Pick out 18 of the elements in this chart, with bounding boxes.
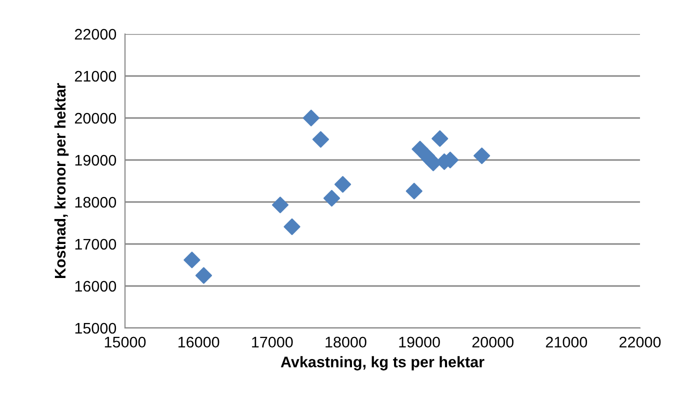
y-axis-title: Kostnad, kronor per hektar (54, 83, 69, 278)
y-tick-label: 15000 (75, 322, 116, 334)
x-tick-label: 19000 (399, 336, 440, 348)
x-tick-label: 15000 (104, 336, 146, 348)
y-tick-label: 20000 (74, 112, 116, 124)
y-tick-label: 21000 (74, 70, 116, 82)
x-tick-label: 18000 (326, 336, 366, 348)
y-tick-label: 22000 (74, 28, 116, 40)
x-tick-label: 20000 (472, 336, 514, 348)
x-tick-label: 16000 (178, 336, 220, 348)
y-tick-label: 17000 (75, 238, 116, 250)
y-tick-label: 16000 (75, 280, 116, 292)
x-axis-title: Avkastning, kg ts per hektar (280, 356, 484, 370)
y-tick-label: 18000 (75, 196, 116, 208)
x-tick-label: 17000 (252, 336, 293, 348)
y-tick-label: 19000 (75, 154, 116, 166)
x-tick-label: 21000 (546, 336, 588, 348)
x-tick-label: 22000 (620, 336, 661, 348)
